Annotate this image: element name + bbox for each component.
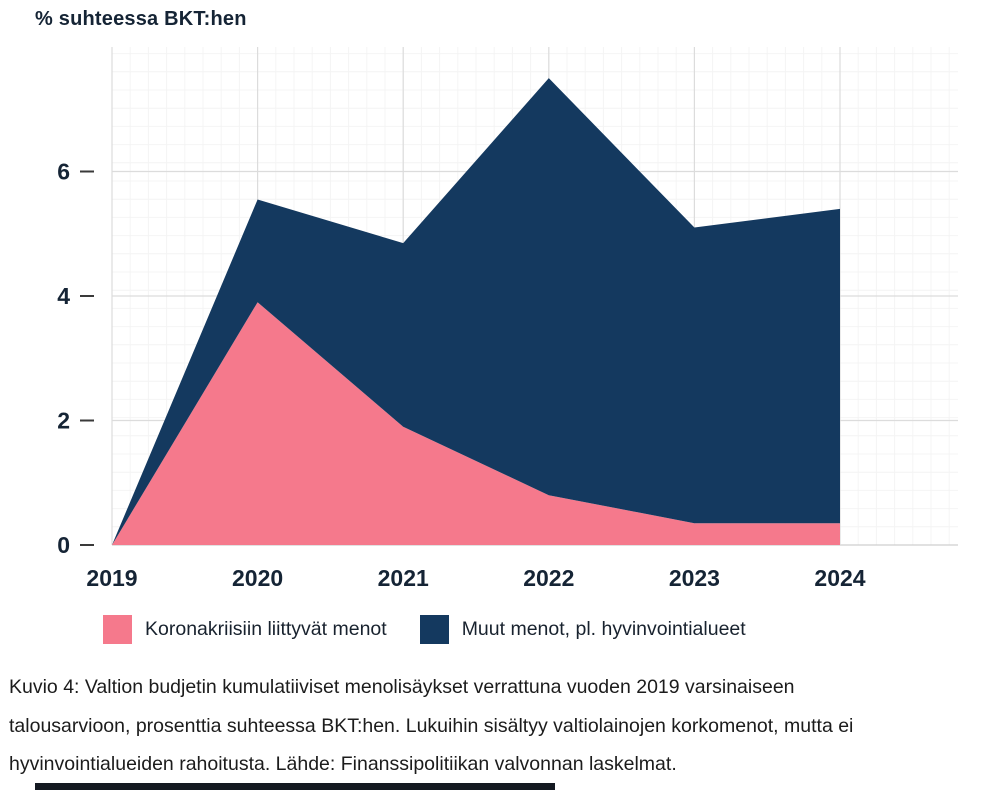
legend-label-korona: Koronakriisiin liittyvät menot bbox=[145, 618, 387, 640]
svg-text:2: 2 bbox=[57, 408, 70, 434]
svg-text:0: 0 bbox=[57, 532, 70, 558]
chart-legend: Koronakriisiin liittyvät menot Muut meno… bbox=[0, 615, 1000, 644]
svg-text:2020: 2020 bbox=[232, 565, 283, 591]
svg-text:2024: 2024 bbox=[814, 565, 865, 591]
legend-item-korona: Koronakriisiin liittyvät menot bbox=[103, 615, 387, 644]
caption-line-2: talousarvioon, prosenttia suhteessa BKT:… bbox=[9, 714, 854, 737]
legend-label-muut: Muut menot, pl. hyvinvointialueet bbox=[461, 618, 746, 640]
legend-item-muut: Muut menot, pl. hyvinvointialueet bbox=[419, 615, 746, 644]
legend-swatch-navy bbox=[419, 615, 449, 644]
chart-title: % suhteessa BKT:hen bbox=[35, 8, 247, 30]
svg-text:2019: 2019 bbox=[86, 565, 137, 591]
stacked-area-chart: 0 2 4 6 2019 2020 2021 2022 2023 2024 bbox=[57, 47, 958, 591]
svg-text:2021: 2021 bbox=[378, 565, 429, 591]
caption-line-1: Kuvio 4: Valtion budjetin kumulatiiviset… bbox=[9, 676, 795, 698]
svg-text:6: 6 bbox=[57, 159, 70, 185]
legend-swatch-pink bbox=[103, 615, 132, 644]
figure-caption: Kuvio 4: Valtion budjetin kumulatiiviset… bbox=[9, 668, 992, 784]
caption-line-3: hyvinvointialueiden rahoitusta. Lähde: F… bbox=[9, 753, 677, 775]
svg-text:2022: 2022 bbox=[523, 565, 574, 591]
cropped-bottom-bar bbox=[35, 783, 555, 790]
svg-text:2023: 2023 bbox=[669, 565, 720, 591]
svg-text:4: 4 bbox=[57, 283, 70, 309]
